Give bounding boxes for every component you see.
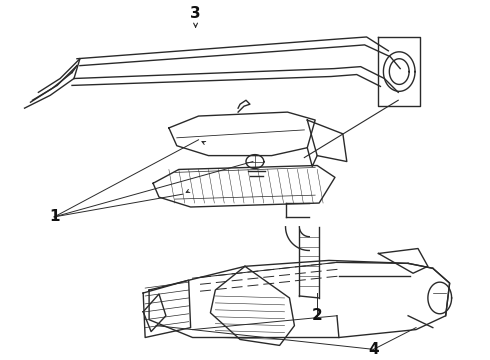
Text: 3: 3 bbox=[190, 6, 201, 21]
Text: 2: 2 bbox=[312, 308, 322, 323]
Text: 4: 4 bbox=[368, 342, 379, 357]
Text: 1: 1 bbox=[49, 210, 59, 224]
